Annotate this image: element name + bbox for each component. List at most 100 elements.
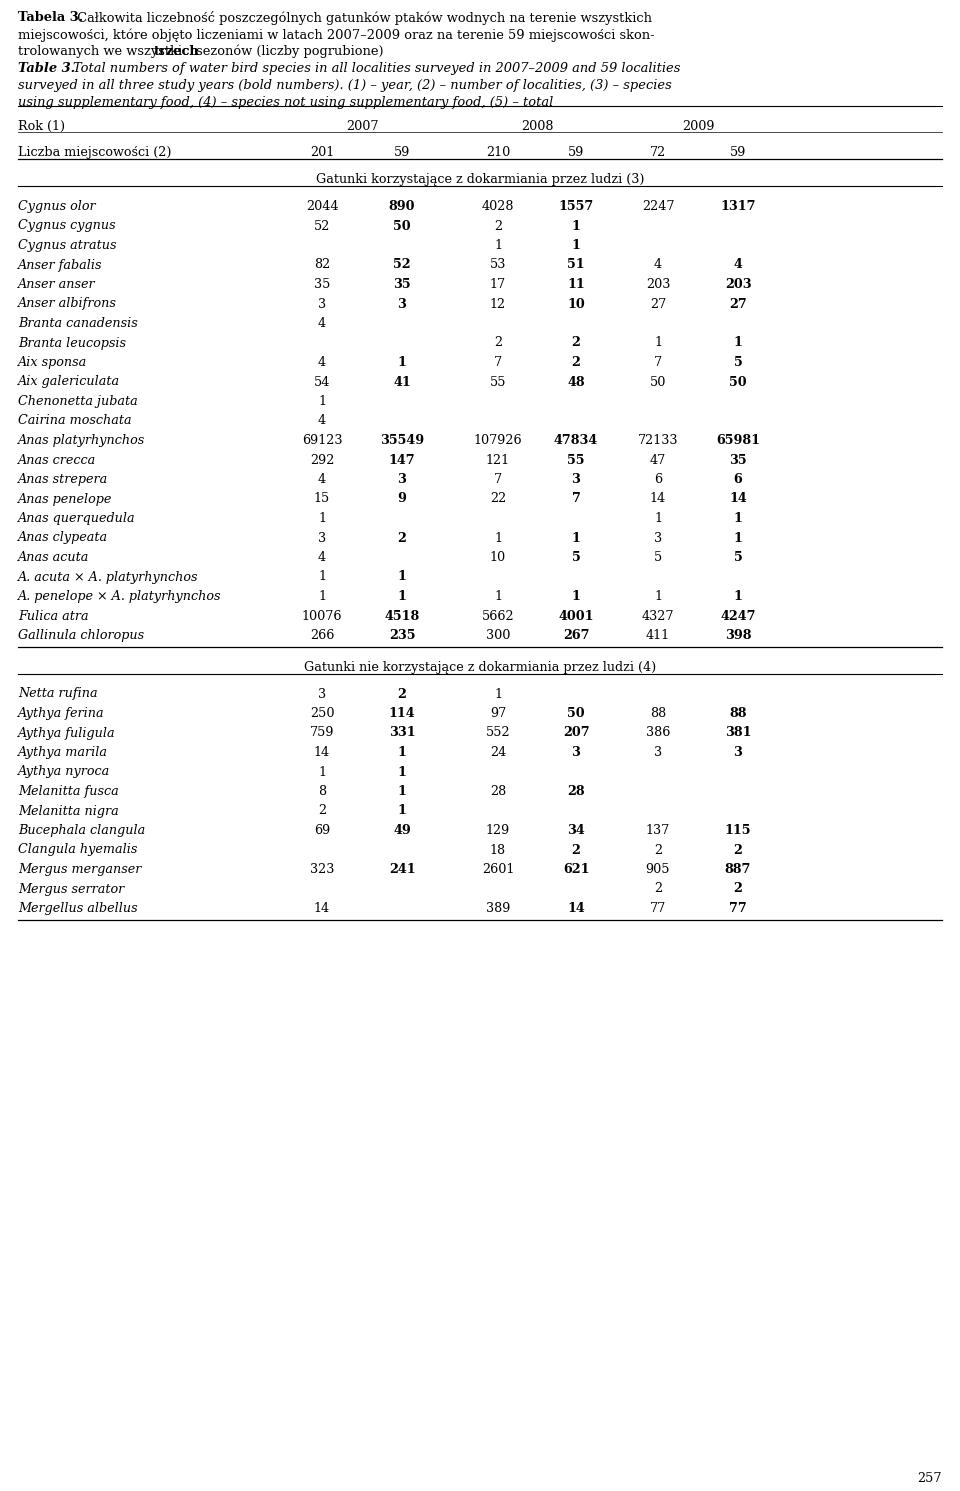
Text: Cairina moschata: Cairina moschata xyxy=(18,414,132,428)
Text: trzech: trzech xyxy=(154,45,200,58)
Text: 137: 137 xyxy=(646,825,670,836)
Text: 2044: 2044 xyxy=(305,200,338,213)
Text: 3: 3 xyxy=(397,473,406,486)
Text: Aythya ferina: Aythya ferina xyxy=(18,707,105,720)
Text: 235: 235 xyxy=(389,629,416,643)
Text: Fulica atra: Fulica atra xyxy=(18,610,88,623)
Text: 1: 1 xyxy=(571,590,581,602)
Text: 1: 1 xyxy=(733,337,742,349)
Text: 2009: 2009 xyxy=(682,119,714,133)
Text: 7: 7 xyxy=(494,473,502,486)
Text: 1: 1 xyxy=(494,687,502,701)
Text: 4: 4 xyxy=(318,473,326,486)
Text: 890: 890 xyxy=(389,200,416,213)
Text: Gatunki nie korzystające z dokarmiania przez ludzi (4): Gatunki nie korzystające z dokarmiania p… xyxy=(304,661,656,674)
Text: 2: 2 xyxy=(397,531,406,544)
Text: 114: 114 xyxy=(389,707,416,720)
Text: 24: 24 xyxy=(490,746,506,759)
Text: 2: 2 xyxy=(571,844,581,856)
Text: 1: 1 xyxy=(571,531,581,544)
Text: 1: 1 xyxy=(571,219,581,233)
Text: 4: 4 xyxy=(733,258,742,271)
Text: 1: 1 xyxy=(318,590,326,602)
Text: 6: 6 xyxy=(733,473,742,486)
Text: 52: 52 xyxy=(314,219,330,233)
Text: Anas strepera: Anas strepera xyxy=(18,473,108,486)
Text: 5: 5 xyxy=(733,552,742,564)
Text: 54: 54 xyxy=(314,376,330,389)
Text: 41: 41 xyxy=(394,376,411,389)
Text: 1: 1 xyxy=(571,239,581,252)
Text: 55: 55 xyxy=(567,453,585,467)
Text: 47834: 47834 xyxy=(554,434,598,447)
Text: 2: 2 xyxy=(318,805,326,817)
Text: 2: 2 xyxy=(494,337,502,349)
Text: 1557: 1557 xyxy=(559,200,593,213)
Text: 69: 69 xyxy=(314,825,330,836)
Text: 53: 53 xyxy=(490,258,506,271)
Text: 88: 88 xyxy=(730,707,747,720)
Text: 4: 4 xyxy=(318,414,326,428)
Text: 7: 7 xyxy=(494,356,502,368)
Text: 14: 14 xyxy=(314,902,330,915)
Text: 5: 5 xyxy=(571,552,581,564)
Text: 4: 4 xyxy=(318,552,326,564)
Text: 1: 1 xyxy=(397,571,406,583)
Text: 15: 15 xyxy=(314,492,330,505)
Text: 35: 35 xyxy=(394,277,411,291)
Text: Melanitta nigra: Melanitta nigra xyxy=(18,805,119,817)
Text: 12: 12 xyxy=(490,298,506,310)
Text: 1317: 1317 xyxy=(720,200,756,213)
Text: 4028: 4028 xyxy=(482,200,515,213)
Text: 1: 1 xyxy=(397,356,406,368)
Text: 3: 3 xyxy=(318,687,326,701)
Text: 2: 2 xyxy=(654,844,662,856)
Text: 4518: 4518 xyxy=(384,610,420,623)
Text: 14: 14 xyxy=(314,746,330,759)
Text: 207: 207 xyxy=(563,726,589,740)
Text: Mergus merganser: Mergus merganser xyxy=(18,863,141,877)
Text: 52: 52 xyxy=(394,258,411,271)
Text: Tabela 3.: Tabela 3. xyxy=(18,10,84,24)
Text: 300: 300 xyxy=(486,629,510,643)
Text: 2008: 2008 xyxy=(520,119,553,133)
Text: 129: 129 xyxy=(486,825,510,836)
Text: 65981: 65981 xyxy=(716,434,760,447)
Text: 2: 2 xyxy=(571,337,581,349)
Text: Cygnus cygnus: Cygnus cygnus xyxy=(18,219,115,233)
Text: 292: 292 xyxy=(310,453,334,467)
Text: 203: 203 xyxy=(725,277,752,291)
Text: Anas acuta: Anas acuta xyxy=(18,552,89,564)
Text: 1: 1 xyxy=(733,590,742,602)
Text: 5: 5 xyxy=(654,552,662,564)
Text: Aix galericulata: Aix galericulata xyxy=(18,376,120,389)
Text: 18: 18 xyxy=(490,844,506,856)
Text: Cygnus olor: Cygnus olor xyxy=(18,200,96,213)
Text: 72133: 72133 xyxy=(637,434,679,447)
Text: 14: 14 xyxy=(650,492,666,505)
Text: Cygnus atratus: Cygnus atratus xyxy=(18,239,116,252)
Text: 2: 2 xyxy=(397,687,406,701)
Text: 1: 1 xyxy=(397,784,406,798)
Text: 17: 17 xyxy=(490,277,506,291)
Text: Anser fabalis: Anser fabalis xyxy=(18,258,103,271)
Text: 1: 1 xyxy=(733,531,742,544)
Text: 10076: 10076 xyxy=(301,610,343,623)
Text: 1: 1 xyxy=(494,531,502,544)
Text: Chenonetta jubata: Chenonetta jubata xyxy=(18,395,137,409)
Text: 47: 47 xyxy=(650,453,666,467)
Text: 14: 14 xyxy=(567,902,585,915)
Text: 1: 1 xyxy=(494,590,502,602)
Text: 267: 267 xyxy=(563,629,589,643)
Text: 621: 621 xyxy=(563,863,589,877)
Text: surveyed in all three study years (bold numbers). (1) – year, (2) – number of lo: surveyed in all three study years (bold … xyxy=(18,79,672,92)
Text: 1: 1 xyxy=(654,337,662,349)
Text: Anas penelope: Anas penelope xyxy=(18,492,112,505)
Text: A. penelope × A. platyrhynchos: A. penelope × A. platyrhynchos xyxy=(18,590,222,602)
Text: Branta canadensis: Branta canadensis xyxy=(18,318,137,330)
Text: 323: 323 xyxy=(310,863,334,877)
Text: Anser anser: Anser anser xyxy=(18,277,96,291)
Text: 1: 1 xyxy=(397,765,406,778)
Text: Aix sponsa: Aix sponsa xyxy=(18,356,87,368)
Text: 7: 7 xyxy=(654,356,662,368)
